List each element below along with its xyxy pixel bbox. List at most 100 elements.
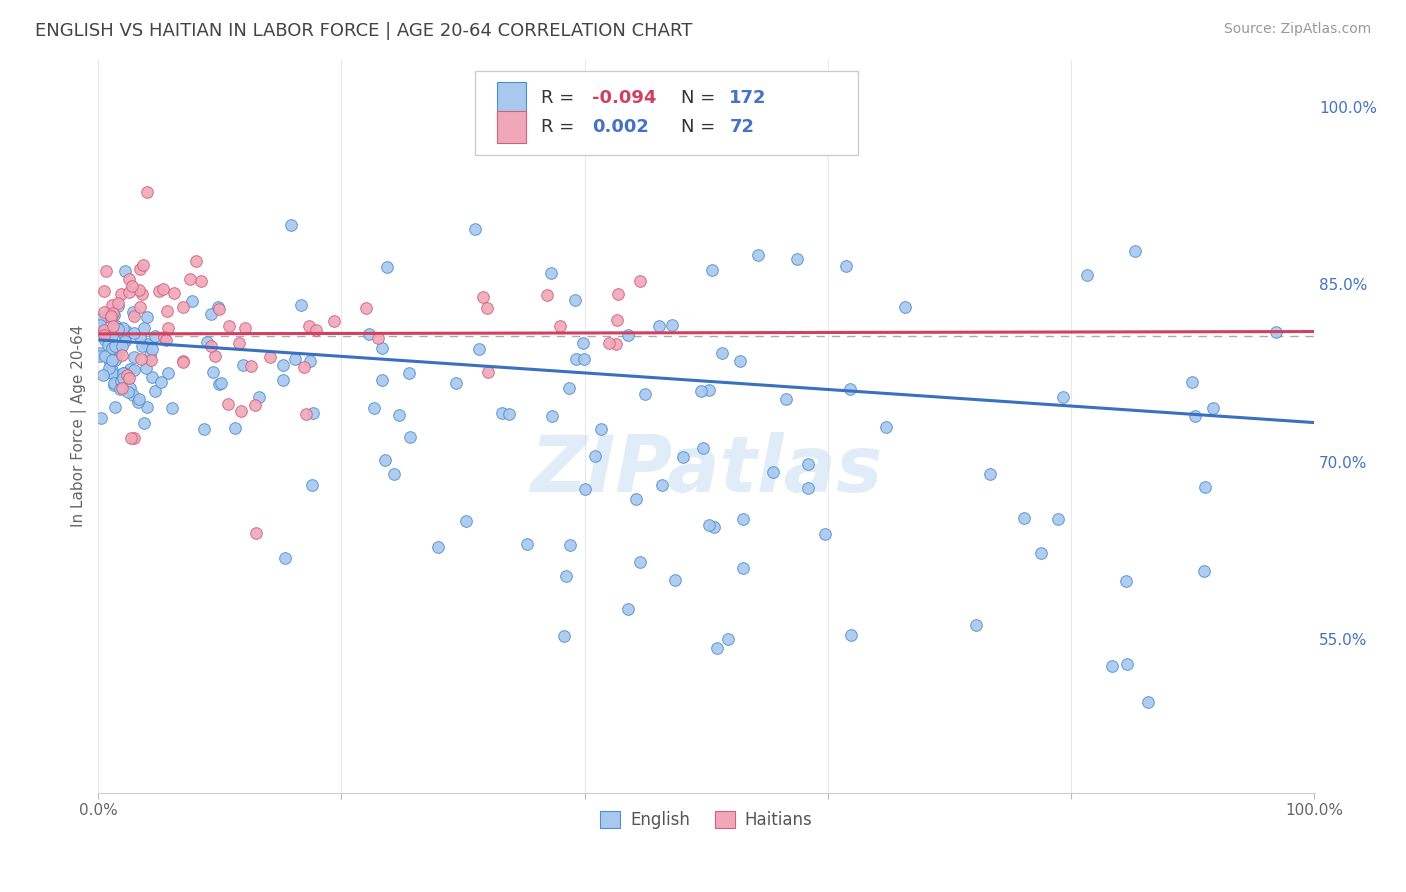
- Point: [104, 339, 127, 353]
- Point: [200, 339, 222, 353]
- Point: [111, 381, 134, 395]
- Point: [841, 628, 863, 642]
- Point: [129, 352, 152, 367]
- Point: [110, 374, 132, 388]
- Point: [204, 349, 226, 363]
- Point: [108, 383, 131, 397]
- Point: [97, 307, 120, 321]
- Y-axis label: In Labor Force | Age 20-64: In Labor Force | Age 20-64: [72, 325, 87, 527]
- Point: [155, 304, 177, 318]
- Legend: English, Haitians: English, Haitians: [593, 804, 820, 836]
- Point: [606, 313, 628, 327]
- Point: [105, 319, 128, 334]
- Point: [617, 327, 640, 342]
- Point: [664, 574, 686, 588]
- Point: [94, 349, 117, 363]
- Point: [93, 334, 115, 348]
- Point: [107, 296, 129, 310]
- Point: [516, 537, 538, 551]
- Point: [747, 247, 769, 261]
- Point: [190, 274, 212, 288]
- Point: [1265, 325, 1288, 339]
- Point: [89, 349, 111, 363]
- Point: [120, 431, 142, 445]
- Point: [305, 323, 328, 337]
- Point: [97, 338, 120, 352]
- Point: [122, 363, 145, 377]
- Point: [101, 363, 124, 377]
- Point: [245, 398, 267, 412]
- Point: [129, 261, 152, 276]
- Point: [259, 350, 281, 364]
- Point: [89, 318, 111, 332]
- Point: [122, 326, 145, 340]
- Point: [454, 514, 477, 528]
- Point: [388, 408, 411, 422]
- Point: [107, 299, 129, 313]
- Point: [193, 422, 215, 436]
- Point: [1192, 564, 1215, 578]
- Point: [209, 376, 232, 390]
- Point: [1012, 511, 1035, 525]
- Point: [553, 629, 575, 643]
- Point: [93, 327, 115, 342]
- Point: [107, 346, 129, 360]
- Point: [1194, 480, 1216, 494]
- Point: [114, 329, 136, 343]
- Point: [706, 641, 728, 656]
- Point: [628, 275, 651, 289]
- Point: [122, 431, 145, 445]
- Point: [200, 307, 222, 321]
- Point: [298, 319, 321, 334]
- Text: 72: 72: [730, 118, 754, 136]
- Point: [172, 355, 194, 369]
- Point: [103, 309, 125, 323]
- Point: [775, 392, 797, 406]
- Point: [172, 300, 194, 314]
- Point: [143, 329, 166, 343]
- Point: [118, 285, 141, 299]
- Point: [101, 341, 124, 355]
- Point: [232, 358, 254, 372]
- Point: [111, 366, 134, 380]
- Point: [98, 355, 121, 369]
- Point: [247, 390, 270, 404]
- Point: [875, 419, 897, 434]
- Point: [89, 346, 111, 360]
- Point: [398, 367, 420, 381]
- Point: [152, 282, 174, 296]
- Point: [202, 365, 225, 379]
- Point: [363, 401, 385, 415]
- Point: [141, 342, 163, 356]
- Point: [572, 351, 595, 366]
- Text: 172: 172: [730, 89, 766, 107]
- Point: [814, 527, 837, 541]
- Point: [120, 381, 142, 395]
- Point: [301, 478, 323, 492]
- Point: [207, 301, 229, 316]
- Point: [152, 330, 174, 344]
- Point: [94, 264, 117, 278]
- Point: [120, 362, 142, 376]
- Point: [574, 482, 596, 496]
- Point: [374, 452, 396, 467]
- Point: [131, 287, 153, 301]
- Point: [91, 368, 114, 382]
- Point: [148, 285, 170, 299]
- Point: [90, 311, 112, 326]
- Point: [477, 301, 499, 315]
- Point: [634, 387, 657, 401]
- Point: [112, 366, 135, 380]
- Point: [97, 334, 120, 349]
- Point: [208, 376, 231, 391]
- Point: [136, 185, 159, 199]
- Point: [371, 373, 394, 387]
- Point: [143, 384, 166, 398]
- Point: [731, 512, 754, 526]
- Point: [284, 351, 307, 366]
- Point: [354, 301, 377, 315]
- Point: [1047, 512, 1070, 526]
- Point: [90, 411, 112, 425]
- Point: [122, 388, 145, 402]
- FancyBboxPatch shape: [475, 70, 858, 155]
